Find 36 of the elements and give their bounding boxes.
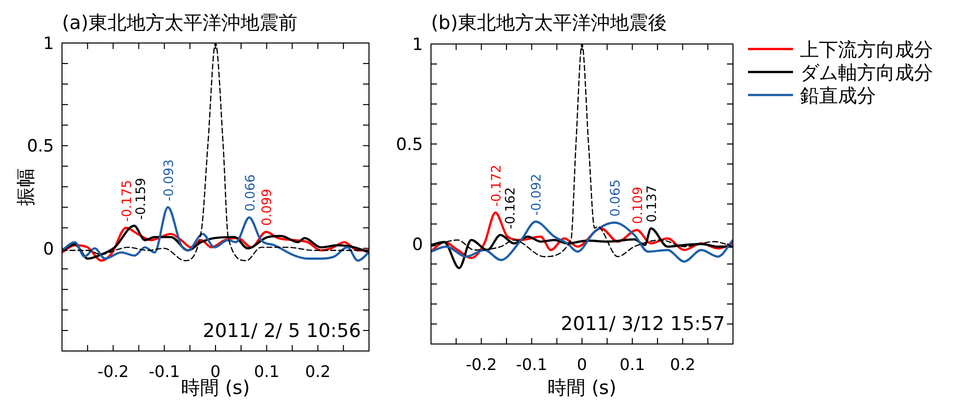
annotation: -0.175 [120, 180, 135, 222]
x-tick-label: 0.2 [305, 362, 331, 381]
y-tick-label: 0 [412, 235, 423, 255]
x-tick-label: -0.1 [516, 355, 548, 374]
legend-label: ダム軸方向成分 [800, 62, 933, 84]
annotation: 2011/ 2/ 5 10:56 [202, 320, 361, 342]
y-tick-label: 1 [412, 35, 423, 55]
x-axis-title: 時間 (s) [181, 377, 250, 399]
y-tick-label: 0 [43, 239, 54, 260]
x-tick-label: -0.2 [98, 362, 129, 381]
x-axis-title: 時間 (s) [548, 377, 616, 399]
x-tick-label: 0.2 [670, 355, 696, 374]
annotation: 0.066 [243, 174, 258, 212]
x-tick-label: 0.1 [620, 355, 646, 374]
y-axis-title: 振幅 [15, 168, 37, 206]
annotation: -0.093 [162, 159, 177, 202]
annotation: -0.172 [489, 164, 504, 207]
x-tick-label: 0.1 [254, 362, 280, 381]
annotation: -0.092 [530, 174, 545, 216]
y-tick-label: 0.5 [26, 136, 54, 157]
annotation: -0.159 [134, 178, 149, 220]
x-tick-label: -0.1 [148, 362, 180, 381]
annotation: 2011/ 3/12 15:57 [560, 313, 725, 335]
chart-title: (a)東北地方太平洋沖地震前 [62, 12, 298, 34]
legend-label: 上下流方向成分 [800, 39, 933, 61]
annotation: -0.162 [503, 187, 518, 229]
annotation: 0.137 [644, 185, 660, 222]
x-tick-label: -0.2 [466, 355, 497, 374]
annotation: 0.065 [608, 179, 624, 217]
y-tick-label: 0.5 [396, 135, 423, 155]
legend-label: 鉛直成分 [800, 85, 876, 107]
annotation: 0.099 [260, 188, 276, 226]
y-tick-label: 1 [43, 34, 54, 54]
chart-title: (b)東北地方太平洋沖地震後 [431, 12, 667, 34]
annotation: 0.109 [630, 186, 646, 224]
x-tick-label: 0 [576, 355, 588, 374]
